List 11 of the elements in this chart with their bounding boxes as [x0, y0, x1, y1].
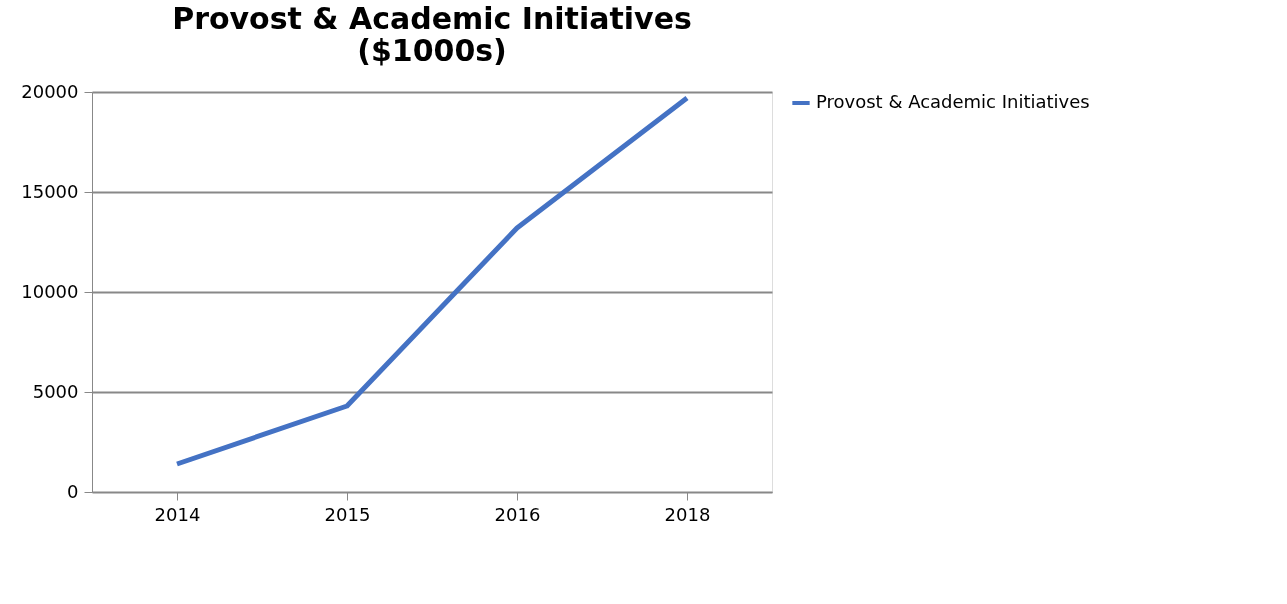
y-tick-label: 5000 [32, 380, 79, 402]
x-tick-label: 2015 [324, 503, 371, 525]
chart-title: Provost & Academic Initiatives ($1000s) [172, 1, 692, 68]
y-tick-label: 20000 [21, 80, 79, 102]
x-tick-label: 2016 [494, 503, 541, 525]
x-tick-label: 2018 [664, 503, 711, 525]
y-tick-label: 0 [67, 480, 79, 502]
y-tick-label: 15000 [21, 180, 79, 202]
legend-label: Provost & Academic Initiatives [816, 91, 1090, 112]
x-tick-label: 2014 [154, 503, 201, 525]
y-tick-label: 10000 [21, 280, 79, 302]
